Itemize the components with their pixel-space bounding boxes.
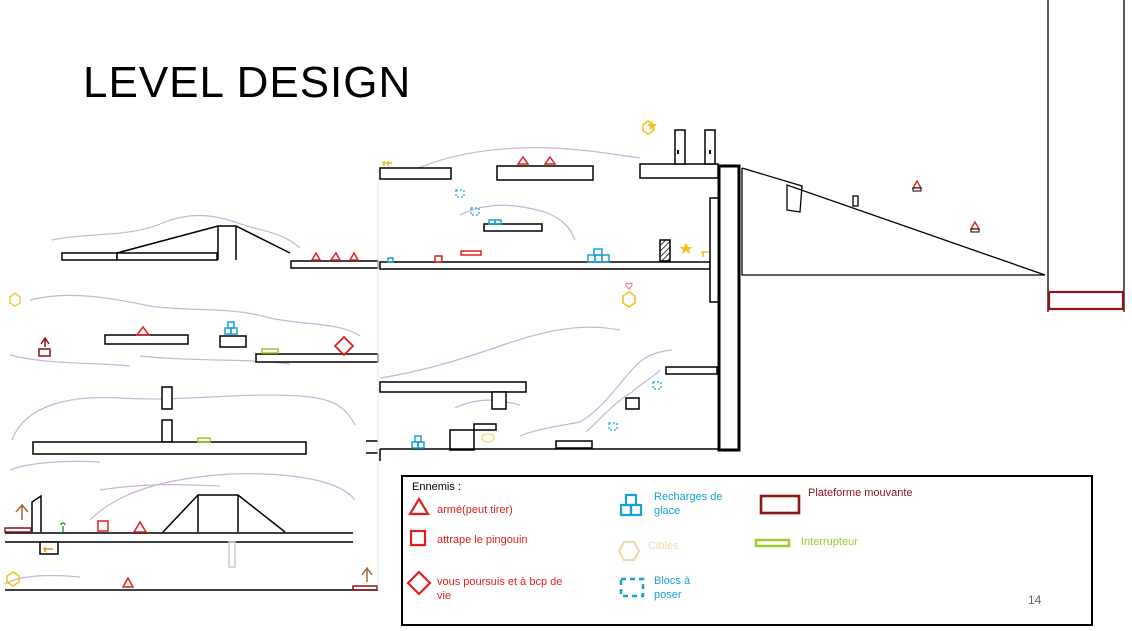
terrain-scribbles bbox=[4, 147, 673, 585]
moving-platform-floor bbox=[352, 585, 378, 591]
key-icon-middle bbox=[701, 251, 709, 257]
red-square-icon bbox=[409, 529, 427, 547]
red-square-enemy-middle bbox=[434, 255, 443, 263]
red-square-enemy-left bbox=[38, 348, 51, 357]
dashed-blocks-middle bbox=[455, 189, 662, 431]
legend-label-armed: armé(peut tirer) bbox=[437, 504, 513, 516]
right-slope bbox=[741, 0, 1125, 312]
star-marker-top bbox=[647, 120, 657, 131]
top-left-platforms bbox=[61, 225, 379, 269]
legend-label-targets: Cibles bbox=[648, 540, 679, 552]
red-triangle-enemies-right bbox=[911, 179, 981, 230]
red-triangle-enemy-floor bbox=[121, 576, 135, 588]
legend-label-blocks: Blocs à poser bbox=[654, 575, 691, 601]
grey-pillar bbox=[228, 541, 236, 568]
green-key-icon bbox=[60, 522, 66, 532]
legend-label-ice: Recharges de glace bbox=[654, 491, 723, 517]
key-icon-bottom bbox=[43, 547, 53, 552]
moving-platform-right bbox=[1047, 290, 1125, 311]
legend-box: Ennemis : armé(peut tirer) attrape le pi… bbox=[401, 475, 1093, 626]
heart-marker bbox=[625, 282, 633, 290]
legend-label-switch: Interrupteur bbox=[801, 536, 858, 548]
red-triangle-enemy-second-row bbox=[135, 325, 151, 336]
ice-blocks-icon bbox=[619, 493, 643, 517]
enemy-bases-right bbox=[912, 187, 980, 233]
moving-platform-left bbox=[4, 527, 32, 533]
legend-label-chase: vous poursuis et à bcp de vie bbox=[437, 576, 563, 602]
page-number: 14 bbox=[1028, 593, 1042, 607]
switch-third-row bbox=[197, 437, 211, 443]
hexagon-star-target-top bbox=[642, 120, 654, 135]
red-square-enemy-bottom bbox=[97, 520, 109, 532]
key-icon-top bbox=[382, 161, 392, 166]
legend-label-catch: attrape le pingouin bbox=[437, 534, 528, 546]
hexagon-target-left bbox=[9, 292, 21, 307]
moving-platform-middle bbox=[460, 250, 482, 256]
star-marker-middle bbox=[680, 243, 692, 254]
ice-recharge-second-row bbox=[224, 321, 238, 335]
arrow-up-marker-right bbox=[361, 566, 373, 582]
red-triangle-icon bbox=[408, 496, 430, 516]
red-diamond-icon bbox=[406, 570, 432, 596]
red-diamond-enemy bbox=[333, 335, 355, 357]
door-marks bbox=[677, 150, 711, 154]
hexagon-target-middle bbox=[622, 291, 636, 308]
ice-recharges-middle bbox=[387, 219, 610, 449]
hexagon-target-icon bbox=[617, 540, 641, 562]
legend-label-moving: Plateforme mouvante bbox=[808, 487, 913, 499]
slide-title: LEVEL DESIGN bbox=[83, 58, 412, 107]
switch-second-row bbox=[261, 348, 279, 354]
arrow-up-marker-left bbox=[40, 336, 50, 347]
dashed-block-icon bbox=[619, 577, 645, 598]
red-triangle-enemies-top-left bbox=[310, 251, 360, 261]
hexagon-target-bottom bbox=[6, 571, 20, 587]
target-ellipse-middle bbox=[481, 433, 495, 443]
red-triangle-enemies-middle bbox=[516, 155, 557, 165]
legend-heading: Ennemis : bbox=[412, 481, 461, 493]
middle-platforms bbox=[379, 129, 741, 461]
arrow-up-marker-bottom bbox=[15, 503, 29, 520]
red-triangle-enemy-bottom bbox=[132, 520, 148, 533]
moving-platform-icon bbox=[759, 494, 801, 515]
switch-icon bbox=[754, 538, 791, 548]
third-row-platforms bbox=[32, 386, 378, 455]
